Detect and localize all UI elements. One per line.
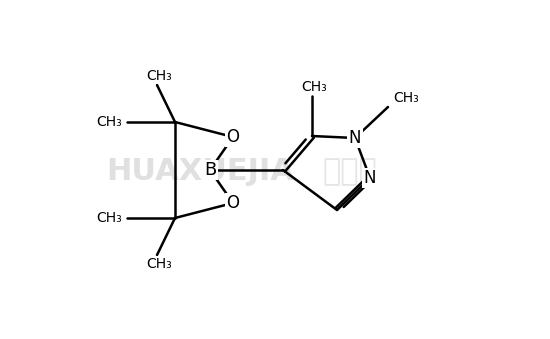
Text: N: N <box>364 169 376 187</box>
Text: B: B <box>204 161 216 179</box>
Text: N: N <box>349 129 361 147</box>
Text: HUAXUEJIA: HUAXUEJIA <box>106 158 294 186</box>
Text: CH₃: CH₃ <box>96 211 122 225</box>
Text: O: O <box>227 194 239 212</box>
Text: CH₃: CH₃ <box>393 91 419 105</box>
Text: 化学加: 化学加 <box>323 158 377 186</box>
Text: CH₃: CH₃ <box>96 115 122 129</box>
Text: O: O <box>227 128 239 146</box>
Text: CH₃: CH₃ <box>301 80 327 94</box>
Text: CH₃: CH₃ <box>146 257 172 271</box>
Text: CH₃: CH₃ <box>146 69 172 83</box>
